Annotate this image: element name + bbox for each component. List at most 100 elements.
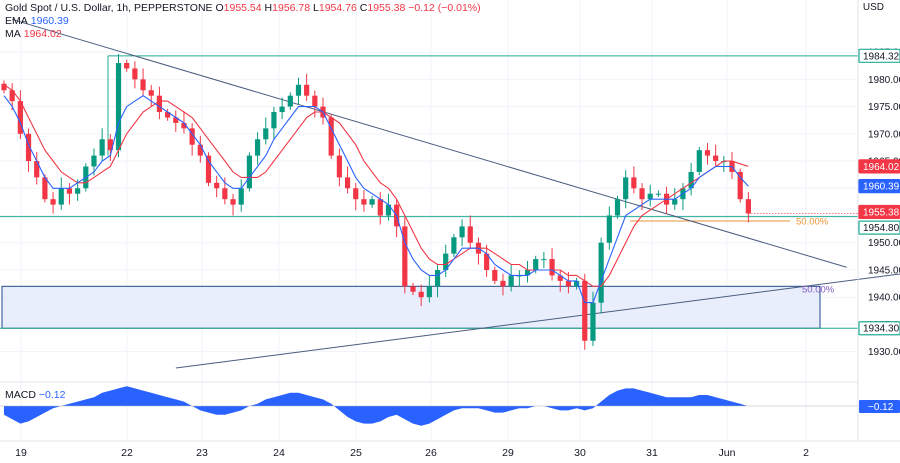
candle-body [222,188,228,200]
candle-body [205,155,212,183]
candle [623,170,629,209]
candle [655,190,661,197]
x-tick-label: 29 [502,447,514,459]
candle [353,183,359,211]
ohlc-change: −0.12 (−0.01%) [408,2,481,14]
candle [361,190,367,212]
badge-text: −0.12 [868,402,894,413]
price-badge: 1984.32 [858,48,900,63]
candle-body [631,177,637,189]
candle-body [156,95,163,113]
candle-body [287,95,293,107]
candle-body [304,84,310,96]
candle-body [418,291,424,298]
candle-body [508,275,514,287]
candle-body [58,188,64,205]
price-badge: 1955.38 [858,204,900,220]
candle-body [459,226,465,238]
candle-body [246,155,252,189]
candle [647,184,653,207]
candle-body [75,188,81,194]
candle-body [271,112,277,129]
trend-line [12,18,847,268]
candle-body [353,188,359,200]
candle-body [582,280,588,341]
candle [197,135,203,163]
ma-legend[interactable]: MA 1964.02 [5,28,62,40]
candle [189,123,195,156]
symbol-title[interactable]: Gold Spot / U.S. Dollar, 1h, PEPPERSTONE [5,2,213,14]
time-axis[interactable]: 19 22 23 24 25 26 29 30 31 Jun 2 [15,447,809,459]
macd-legend[interactable]: MACD −0.12 [5,389,66,401]
candle-body [467,226,473,243]
ohlc-high: H1956.78 [264,2,311,14]
x-tick-label: 25 [350,447,362,459]
candle-body [606,215,612,243]
y-tick-label: 1945.00 [868,265,900,276]
candle-body [524,269,531,276]
candle [230,193,236,216]
candle-body [344,177,351,189]
candle-body [688,171,694,189]
candle-body [181,122,187,129]
candle [606,206,612,250]
ohlc-open: O1955.54 [215,2,262,14]
macd-value-badge: −0.12 [859,400,900,413]
candle-body [42,177,48,200]
candle [107,134,113,162]
support-zone[interactable] [1,285,821,329]
fib-annotations: 50.00% 50.00% [796,216,835,295]
x-tick-label: 31 [646,447,658,459]
candle [737,168,743,203]
badge-box [859,400,900,413]
candle-body [1,83,7,91]
ma-line [3,84,749,287]
candle [295,77,302,105]
candle-body [197,144,203,156]
candle [132,61,138,89]
candle-body [598,242,604,303]
candle [410,283,416,296]
badge-text: 1984.32 [863,51,900,62]
candle-body [426,286,432,298]
candle [115,54,122,158]
candle-body [737,171,743,200]
x-tick-label: Jun [719,447,736,459]
candle-body [173,117,179,123]
candle-body [25,133,32,162]
candle-body [410,286,416,292]
x-tick-label: 2 [803,447,809,459]
candle [500,273,506,296]
candle-body [745,199,751,214]
candle-body [132,68,138,80]
candle [173,110,179,132]
candle [508,264,514,292]
candle-body [336,155,342,178]
candle [631,166,637,194]
price-badge: 1964.02 [858,159,900,174]
candle-body [377,199,383,216]
candle [704,143,711,165]
candle [402,217,408,294]
candle-body [574,280,580,287]
badge-box [858,48,900,63]
candle [418,284,424,307]
symbol-row: Gold Spot / U.S. Dollar, 1h, PEPPERSTONE… [5,2,481,15]
ema-line [3,95,749,304]
candle [287,92,293,110]
candle [385,193,392,221]
horizontal-levels [0,55,858,329]
y-tick-label: 1980.00 [868,75,900,86]
candle [99,128,105,161]
candle-body [263,128,269,140]
candle [214,175,220,198]
x-tick-label: 26 [425,447,437,459]
candle-body [50,199,56,205]
candle [205,152,212,187]
candle-body [295,84,302,96]
ema-legend[interactable]: EMA 1960.39 [5,15,69,27]
candle-body [549,259,555,276]
candle-body [385,204,392,216]
candle [254,132,261,165]
